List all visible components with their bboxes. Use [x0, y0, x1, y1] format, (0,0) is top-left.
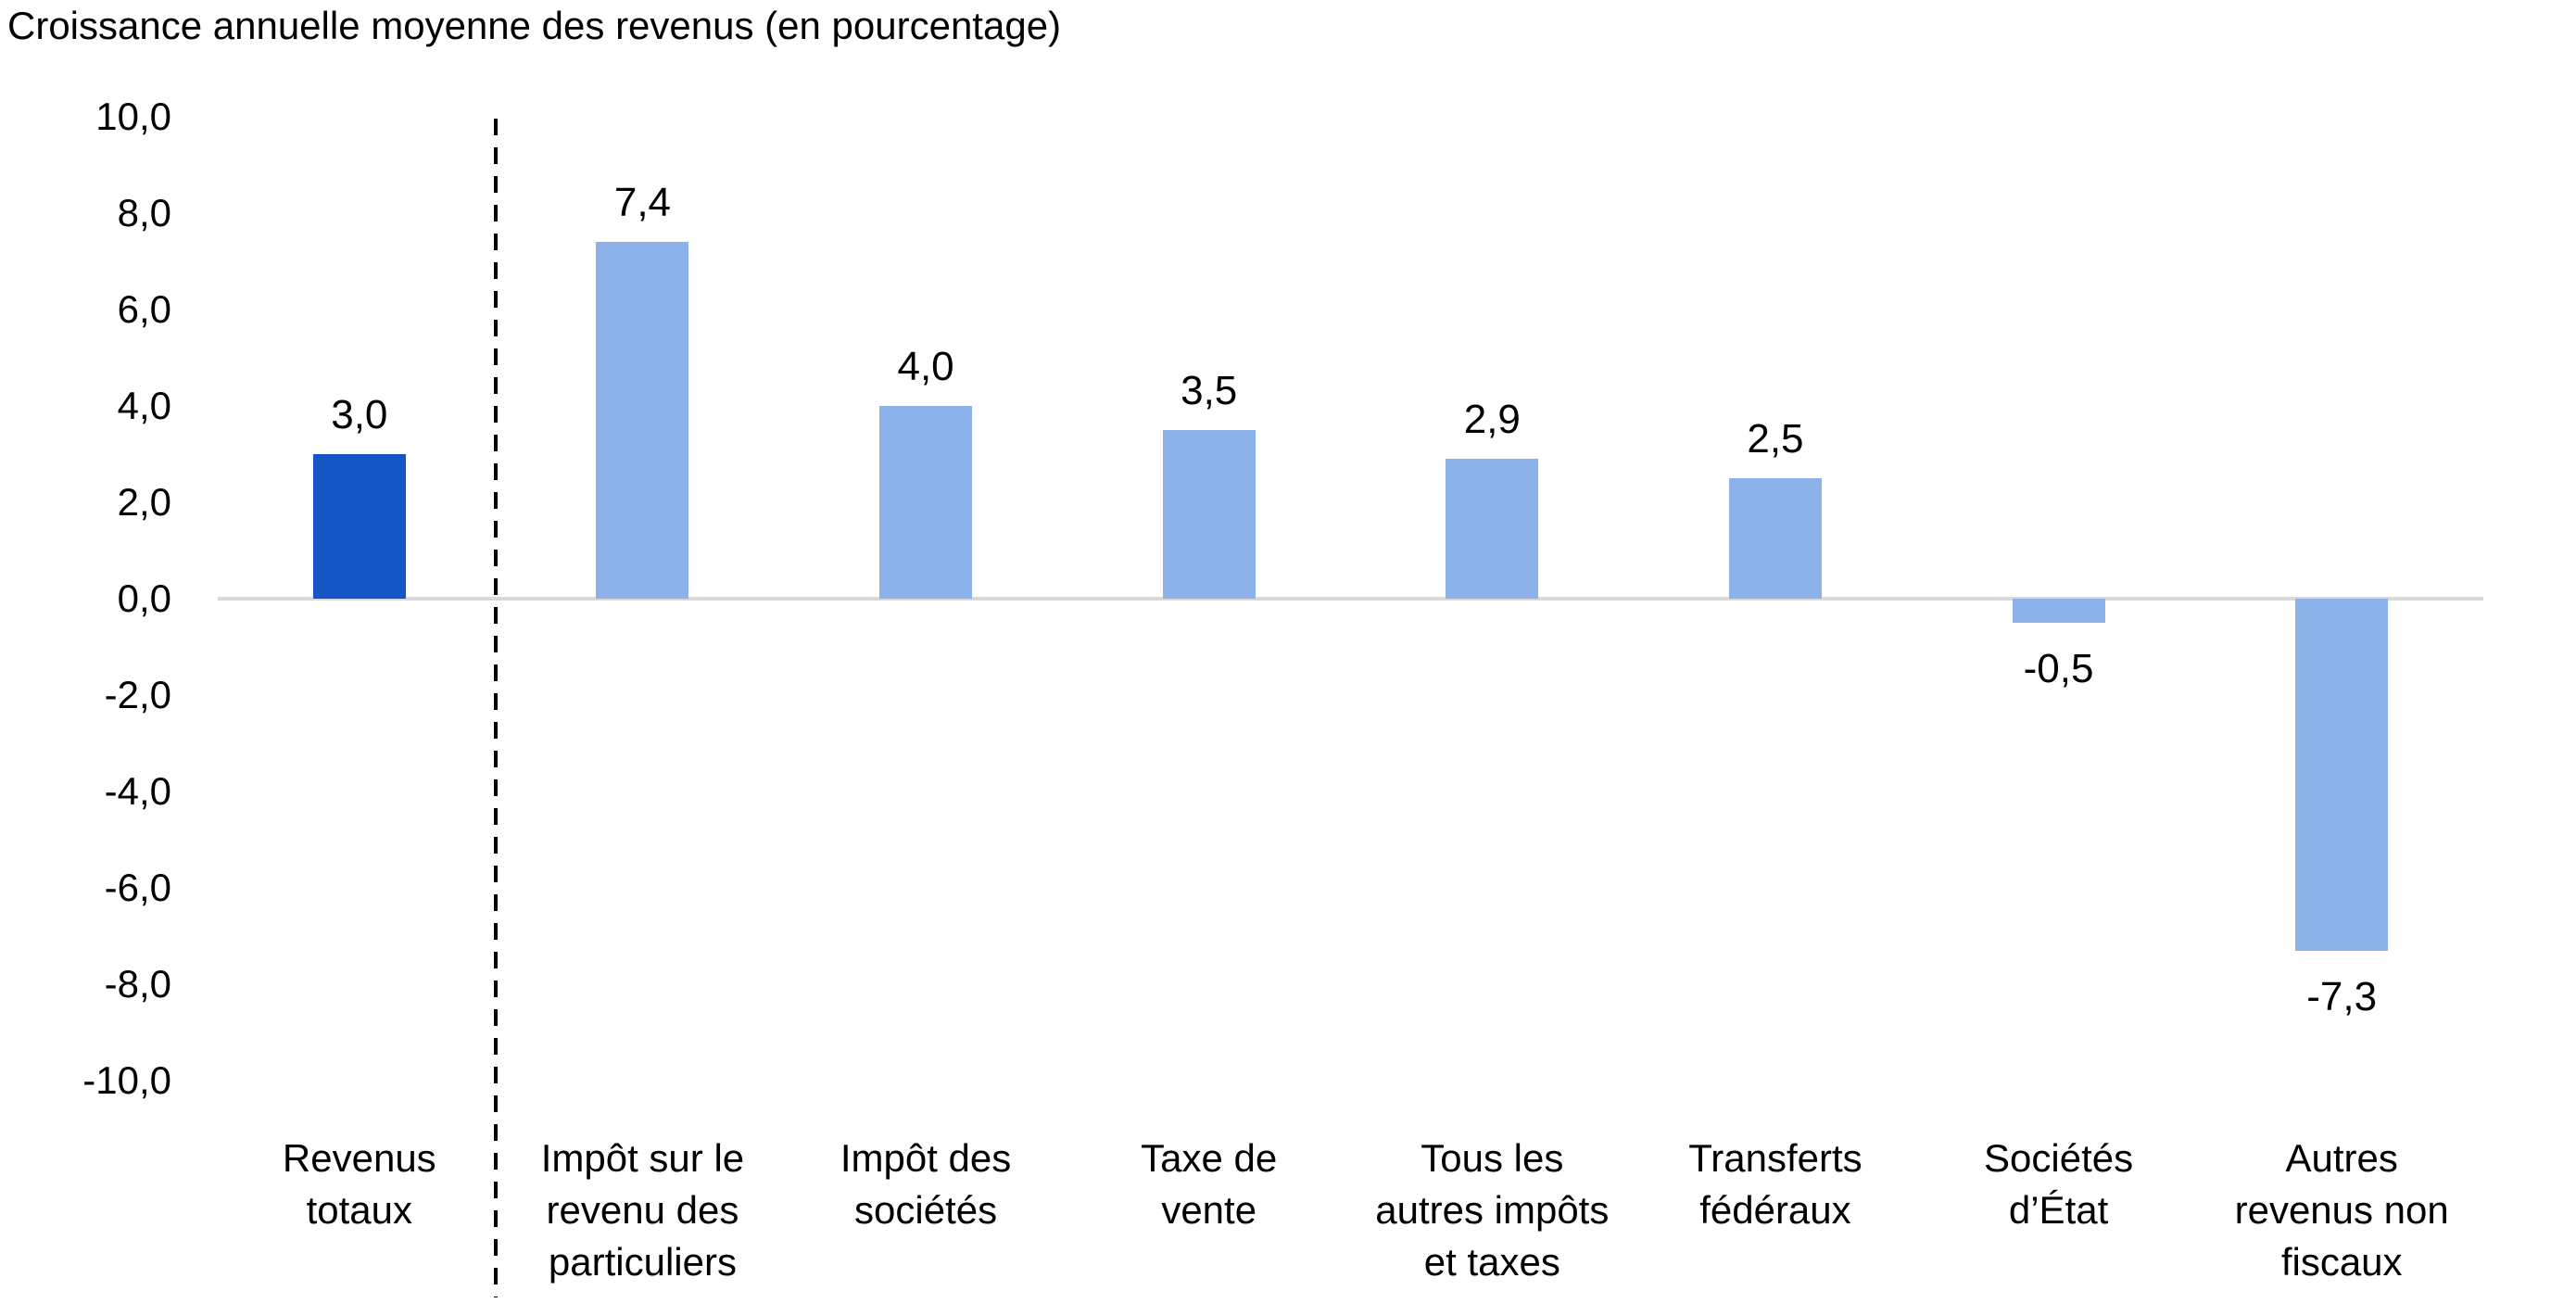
category-label: Impôt sur le revenu des particuliers	[540, 1136, 745, 1284]
zero-baseline	[218, 597, 2483, 601]
y-tick-label: 6,0	[117, 287, 171, 331]
chart-title: Croissance annuelle moyenne des revenus …	[7, 4, 1062, 47]
bar	[1446, 459, 1539, 599]
bar	[312, 454, 406, 599]
bar	[1162, 430, 1256, 599]
bar-value-label: 2,9	[1463, 397, 1521, 443]
y-tick-label: -8,0	[104, 962, 171, 1006]
y-tick-label: -4,0	[104, 769, 171, 813]
dashed-divider-line	[493, 119, 498, 1297]
bar-value-label: 2,5	[1747, 416, 1804, 462]
bar-value-label: 3,0	[331, 392, 388, 437]
category-label: Taxe de vente	[1141, 1136, 1278, 1232]
y-tick-label: -2,0	[104, 673, 171, 716]
bar-value-label: 7,4	[613, 180, 672, 226]
bar-value-label: -0,5	[2023, 646, 2094, 691]
category-label: Autres revenus non fiscaux	[2234, 1136, 2449, 1284]
bar	[2295, 599, 2389, 951]
bar	[879, 406, 973, 599]
bar	[2012, 599, 2105, 623]
y-tick-label: -10,0	[82, 1058, 171, 1102]
bar-value-label: 3,5	[1181, 368, 1238, 413]
category-label: Sociétés d’État	[1984, 1136, 2134, 1232]
y-tick-label: 8,0	[117, 191, 171, 234]
category-label: Transferts fédéraux	[1688, 1136, 1863, 1232]
y-tick-label: 0,0	[117, 576, 171, 620]
category-label: Impôt des sociétés	[840, 1136, 1012, 1232]
y-tick-label: -6,0	[104, 866, 171, 909]
bar-value-label: 4,0	[897, 344, 954, 389]
bar-value-label: -7,3	[2306, 973, 2378, 1019]
bar	[1728, 478, 1822, 599]
category-label: Revenus totaux	[282, 1136, 436, 1232]
bar	[596, 242, 689, 599]
y-tick-label: 10,0	[95, 95, 171, 138]
category-label: Tous les autres impôts et taxes	[1375, 1136, 1610, 1284]
y-tick-label: 2,0	[117, 480, 171, 524]
y-tick-label: 4,0	[117, 384, 171, 427]
